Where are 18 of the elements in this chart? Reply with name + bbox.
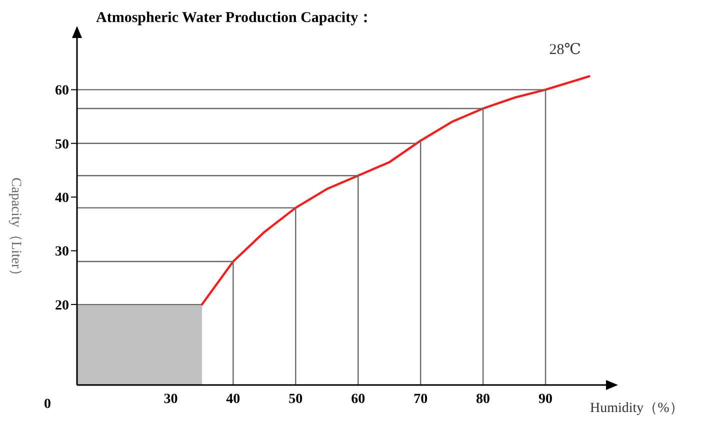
- x-tick-label: 80: [476, 392, 490, 407]
- x-tick-label: 40: [226, 392, 240, 407]
- x-tick-label: 30: [164, 392, 178, 407]
- y-tick-label: 60: [55, 84, 69, 99]
- x-axis-title: Humidity（%）: [590, 400, 684, 417]
- y-tick-label: 30: [55, 244, 69, 260]
- text: 0: [44, 397, 51, 413]
- x-tick-label: 50: [288, 392, 303, 407]
- x-tick-label: 60: [351, 392, 366, 407]
- y-axis-title: Capacity（Liter）: [7, 178, 24, 282]
- y-tick-label: 20: [55, 298, 69, 314]
- y-tick-label: 50: [55, 137, 69, 152]
- series-label: 28℃: [549, 41, 582, 60]
- x-tick-label: 70: [414, 392, 428, 407]
- chart-title: Atmospheric Water Production Capacity：: [96, 9, 374, 27]
- x-tick-label: 90: [538, 392, 553, 407]
- line-series: [200, 75, 590, 306]
- y-tick-label: 40: [55, 191, 69, 206]
